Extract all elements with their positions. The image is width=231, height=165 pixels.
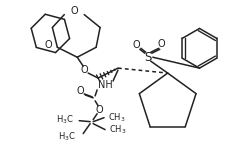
Text: O: O bbox=[44, 40, 52, 50]
Text: O: O bbox=[131, 40, 139, 50]
Text: H$_3$C: H$_3$C bbox=[56, 113, 74, 126]
Text: O: O bbox=[157, 39, 165, 49]
Text: NH: NH bbox=[97, 80, 112, 90]
Text: O: O bbox=[70, 6, 78, 16]
Text: S: S bbox=[143, 51, 151, 64]
Text: O: O bbox=[80, 65, 88, 75]
Text: O: O bbox=[76, 86, 84, 96]
Text: H$_3$C: H$_3$C bbox=[58, 130, 76, 143]
Text: O: O bbox=[95, 105, 103, 115]
Text: CH$_3$: CH$_3$ bbox=[108, 111, 125, 124]
Text: CH$_3$: CH$_3$ bbox=[109, 123, 126, 136]
